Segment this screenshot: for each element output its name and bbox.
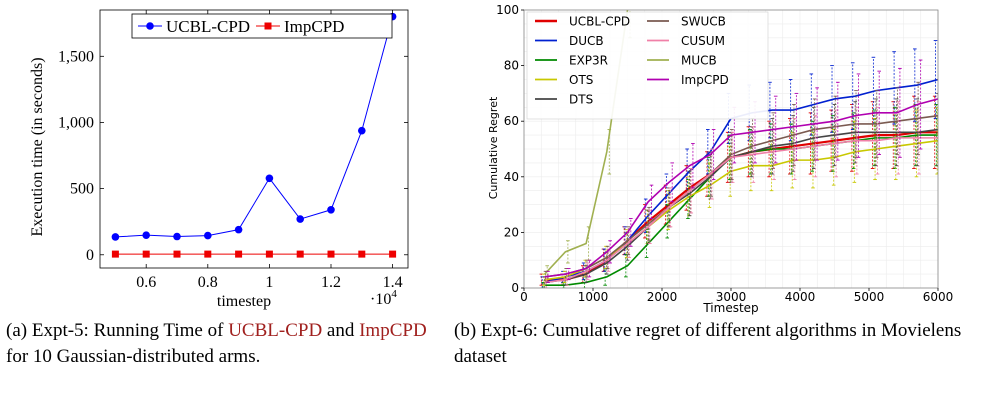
- chart-a-x-multiplier: ·104: [370, 288, 397, 308]
- x-tick-label: 1.4: [383, 274, 403, 291]
- x-tick-label: 0: [520, 290, 528, 304]
- x-tick-label: 1.2: [321, 274, 341, 291]
- chart-b-legend: UCBL-CPD DUCB EXP3R OTS DTS SWUCB CUSUM MUCB Imp…: [526, 11, 769, 120]
- caption-a: (a) Expt-5: Running Time of UCBL-CPD and…: [6, 318, 436, 370]
- chart-a: 0.6 0.8 1 1.2 1.4 0 500 1,000 1,500 timestep Exe…: [29, 9, 409, 310]
- legend-label: UCBL-CPD: [166, 17, 250, 36]
- legend-swatch-marker: [146, 22, 154, 30]
- x-tick-label: 3000: [716, 290, 747, 304]
- data-point: [265, 250, 273, 258]
- x-tick-label: 1: [265, 274, 273, 291]
- data-point: [235, 250, 243, 258]
- legend-label: ImpCPD: [284, 17, 344, 36]
- data-point: [173, 232, 181, 241]
- legend-label: SWUCB: [681, 15, 726, 29]
- legend-label: DUCB: [569, 34, 604, 48]
- data-point: [327, 250, 335, 258]
- caption-a-ucbl-cpd-link[interactable]: UCBL-CPD: [228, 320, 323, 341]
- x-tick-label: 1000: [578, 290, 609, 304]
- data-point: [389, 250, 397, 258]
- data-point: [111, 250, 119, 258]
- data-point: [296, 250, 304, 258]
- series-ots: [542, 106, 938, 286]
- series-line-ucbl-cpd: [115, 16, 394, 238]
- data-point: [173, 250, 181, 258]
- legend-label: OTS: [569, 73, 593, 87]
- caption-a-suffix: for 10 Gaussian-distributed arms.: [6, 346, 261, 367]
- x-tick-label: 0.8: [198, 274, 218, 291]
- data-point: [204, 250, 212, 258]
- y-tick-label: 40: [504, 170, 519, 184]
- chart-b-x-axis-label: Timestep: [702, 301, 758, 315]
- chart-b: 0 1000 2000 3000 4000 5000 6000 0 20 40 60 80 100 Ti…: [487, 3, 954, 315]
- x-tick-label: 5000: [854, 290, 885, 304]
- x-tick-label: 6000: [923, 290, 954, 304]
- y-tick-label: 60: [504, 114, 519, 128]
- y-tick-label: 80: [504, 59, 519, 73]
- data-point: [358, 126, 366, 135]
- data-point: [358, 250, 366, 258]
- series-dts: [542, 92, 938, 288]
- legend-label: CUSUM: [681, 34, 725, 48]
- y-tick-label: 500: [70, 181, 94, 198]
- caption-a-mid: and: [322, 320, 360, 341]
- data-point: [142, 250, 150, 258]
- y-tick-label: 1,000: [58, 114, 94, 131]
- data-point: [296, 215, 305, 223]
- series-cusum: [544, 101, 938, 288]
- legend-box: [526, 11, 769, 120]
- chart-a-y-axis-label: Execution time (in seconds): [29, 57, 46, 236]
- data-point: [234, 225, 243, 234]
- series-line-cusum: [544, 137, 938, 284]
- y-tick-label: 0: [86, 247, 94, 264]
- legend-label: UCBL-CPD: [569, 15, 630, 29]
- legend-label: DTS: [569, 93, 593, 107]
- chart-a-legend: UCBL-CPD ImpCPD: [131, 13, 393, 39]
- y-tick-label: 20: [504, 225, 519, 239]
- data-point: [204, 231, 212, 240]
- chart-a-plot-frame: [99, 9, 409, 269]
- x-tick-label: 2000: [647, 290, 678, 304]
- data-point: [111, 233, 120, 241]
- caption-a-prefix: (a) Expt-5: Running Time of: [6, 320, 229, 341]
- legend-swatch-marker: [264, 22, 272, 30]
- y-tick-label: 1,500: [58, 48, 94, 65]
- x-tick-label: 4000: [785, 290, 816, 304]
- caption-a-impcpd-link[interactable]: ImpCPD: [359, 320, 427, 341]
- legend-label: ImpCPD: [681, 73, 729, 87]
- chart-b-y-axis-label: Cumulative Regret: [487, 96, 500, 199]
- legend-label: EXP3R: [569, 54, 608, 68]
- y-tick-label: 100: [496, 3, 519, 17]
- caption-b: (b) Expt-6: Cumulative regret of differe…: [454, 320, 962, 367]
- legend-label: MUCB: [681, 54, 717, 68]
- x-tick-label: 0.6: [136, 274, 156, 291]
- y-tick-label: 0: [511, 281, 519, 295]
- figure: 0.6 0.8 1 1.2 1.4 0 500 1,000 1,500 timestep Exe…: [29, 3, 954, 315]
- data-point: [142, 231, 150, 239]
- series-line-dts: [544, 128, 938, 284]
- data-point: [327, 205, 335, 214]
- series-line-impcpd: [544, 98, 938, 278]
- data-point: [265, 174, 274, 183]
- chart-a-x-axis-label: timestep: [217, 293, 271, 310]
